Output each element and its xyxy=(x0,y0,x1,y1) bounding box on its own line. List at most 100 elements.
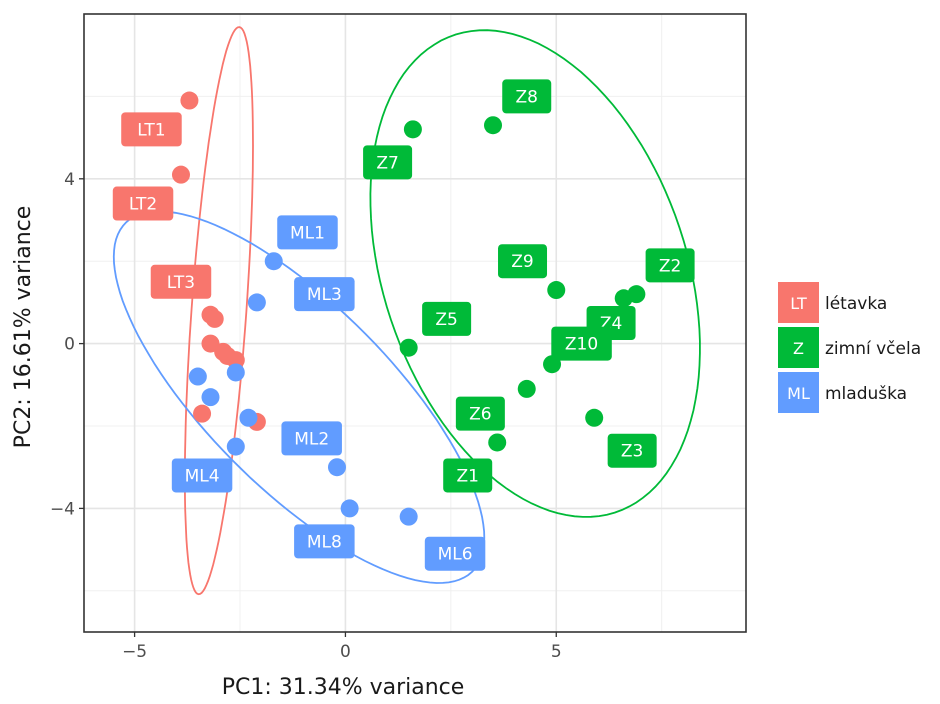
legend-key-text: ML xyxy=(787,384,810,403)
legend-item-lt: LT létavka xyxy=(778,282,887,323)
confidence-ellipse-z xyxy=(369,29,701,518)
x-tick-label: −5 xyxy=(122,642,147,662)
point-label-lt: LT3 xyxy=(150,264,212,299)
point-label-ml: ML2 xyxy=(281,421,342,456)
legend-key-text: LT xyxy=(790,294,807,313)
data-point-ml xyxy=(340,499,359,518)
point-label-text: ML6 xyxy=(438,545,473,565)
point-label-box xyxy=(294,277,355,312)
point-label-box xyxy=(551,326,612,361)
point-label-text: Z3 xyxy=(621,442,643,462)
point-label-text: Z6 xyxy=(469,405,491,425)
data-point-z xyxy=(488,433,507,452)
point-label-box xyxy=(443,458,493,493)
point-label-text: Z1 xyxy=(456,466,478,486)
data-point-z xyxy=(517,379,536,398)
data-point-lt xyxy=(171,165,190,184)
data-point-ml xyxy=(247,293,266,312)
data-point-ml xyxy=(399,507,418,526)
point-label-text: ML2 xyxy=(294,429,329,449)
point-label-box xyxy=(645,248,695,283)
point-layer xyxy=(171,91,646,526)
point-label-z: Z6 xyxy=(455,396,505,431)
legend-label: mladuška xyxy=(825,384,907,404)
point-label-box xyxy=(277,215,338,250)
data-point-z xyxy=(403,120,422,139)
data-point-ml xyxy=(226,437,245,456)
data-point-z xyxy=(484,116,503,135)
point-label-z: Z8 xyxy=(502,79,552,114)
point-label-z: Z1 xyxy=(443,458,493,493)
legend-key xyxy=(778,282,819,323)
point-label-text: Z2 xyxy=(659,256,681,276)
point-label-ml: ML6 xyxy=(424,536,486,571)
data-point-z xyxy=(585,408,604,427)
point-label-box xyxy=(112,186,174,221)
point-label-z: Z2 xyxy=(645,248,695,283)
panel-border xyxy=(83,13,747,633)
y-tick-label: −4 xyxy=(50,499,75,519)
y-tick-label: 0 xyxy=(64,335,75,355)
point-label-ml: ML8 xyxy=(294,524,355,559)
axis-layer: −5 0 5 −4 0 4 xyxy=(50,170,562,662)
data-point-lt xyxy=(226,351,245,370)
data-point-ml xyxy=(264,252,283,271)
point-label-text: Z10 xyxy=(565,335,598,355)
point-label-box xyxy=(498,244,548,279)
point-label-box xyxy=(294,524,355,559)
point-label-text: Z5 xyxy=(435,310,457,330)
legend-key-text: Z xyxy=(793,339,804,358)
data-point-ml xyxy=(226,363,245,382)
point-label-ml: ML3 xyxy=(294,277,355,312)
point-label-box xyxy=(171,458,233,493)
data-point-z xyxy=(547,281,566,300)
point-label-ml: ML1 xyxy=(277,215,338,250)
point-label-z: Z5 xyxy=(422,301,472,336)
legend-item-ml: ML mladuška xyxy=(778,372,907,413)
point-label-ml: ML4 xyxy=(171,458,233,493)
data-point-ml xyxy=(201,388,220,407)
point-label-text: Z7 xyxy=(376,153,398,173)
point-label-box xyxy=(281,421,342,456)
y-axis-title: PC2: 16.61% variance xyxy=(11,206,36,449)
point-label-box xyxy=(121,112,182,147)
x-axis-title: PC1: 31.34% variance xyxy=(222,675,465,700)
legend-key xyxy=(778,327,819,368)
point-label-box xyxy=(363,145,413,180)
point-label-text: LT2 xyxy=(129,195,157,215)
point-label-text: LT1 xyxy=(137,120,165,140)
point-label-z: Z7 xyxy=(363,145,413,180)
data-point-ml xyxy=(327,458,346,477)
point-label-box xyxy=(150,264,212,299)
data-point-ml xyxy=(188,367,207,386)
data-point-lt xyxy=(205,309,224,328)
legend-label: zimní včela xyxy=(825,339,921,359)
y-tick-label: 4 xyxy=(64,170,75,190)
point-label-lt: LT2 xyxy=(112,186,174,221)
point-label-text: ML8 xyxy=(307,532,342,552)
point-label-text: Z8 xyxy=(516,87,538,107)
point-label-box xyxy=(422,301,472,336)
data-point-lt xyxy=(193,404,212,423)
point-label-box xyxy=(607,433,657,468)
point-label-z: Z10 xyxy=(551,326,612,361)
panel-background xyxy=(84,14,746,632)
point-label-text: ML1 xyxy=(290,223,325,243)
point-label-text: Z9 xyxy=(511,252,533,272)
legend-label: létavka xyxy=(825,294,887,314)
data-point-ml xyxy=(239,408,258,427)
confidence-ellipse-lt xyxy=(184,26,254,596)
point-label-box xyxy=(502,79,552,114)
x-tick-label: 0 xyxy=(340,642,351,662)
plot-panel xyxy=(83,13,747,633)
point-label-box xyxy=(455,396,505,431)
point-label-lt: LT1 xyxy=(121,112,182,147)
point-label-text: ML4 xyxy=(185,466,220,486)
point-label-text: ML3 xyxy=(307,285,342,305)
legend-key xyxy=(778,372,819,413)
data-point-lt xyxy=(180,91,199,110)
